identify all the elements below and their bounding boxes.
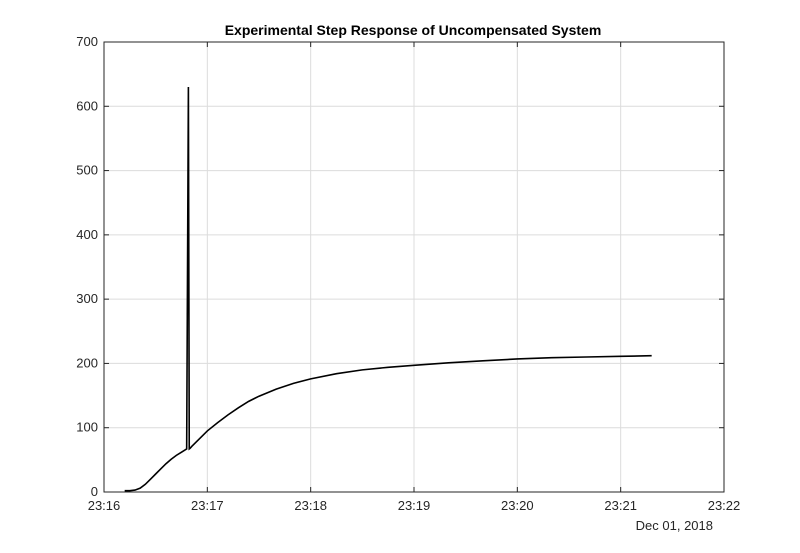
chart-title: Experimental Step Response of Uncompensa… [225,22,602,38]
y-tick-label: 700 [76,34,98,49]
grid-lines [103,41,725,493]
x-tick-label: 23:18 [294,498,327,513]
x-tick-label: 23:19 [398,498,431,513]
y-tick-label: 300 [76,291,98,306]
y-tick-label: 200 [76,355,98,370]
x-tick-label: 23:21 [604,498,637,513]
y-tick-label: 0 [91,484,98,499]
y-tick-label: 500 [76,163,98,178]
y-tick-label: 400 [76,227,98,242]
x-tick-label: 23:16 [88,498,121,513]
series-layer [124,86,652,492]
series-line [124,86,652,492]
x-tick-label: 23:22 [708,498,741,513]
x-axis-ticks: 23:16 23:17 23:18 23:19 23:20 23:21 23:22 [88,42,741,513]
y-tick-label: 100 [76,420,98,435]
y-axis-ticks: 0 100 200 300 400 500 600 700 [76,34,724,499]
x-tick-label: 23:20 [501,498,534,513]
y-tick-label: 600 [76,98,98,113]
x-tick-label: 23:17 [191,498,224,513]
date-label: Dec 01, 2018 [636,518,713,533]
